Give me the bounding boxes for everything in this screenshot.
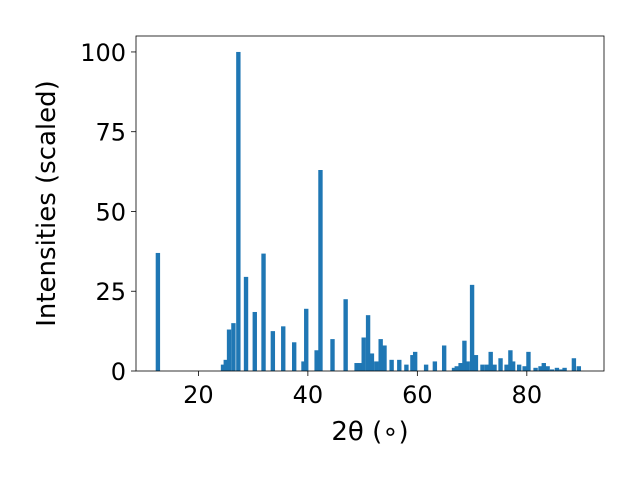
bar bbox=[504, 364, 509, 371]
bar bbox=[510, 361, 516, 371]
bar bbox=[226, 329, 232, 371]
bar bbox=[243, 276, 249, 371]
bar bbox=[261, 253, 266, 371]
bar bbox=[231, 323, 236, 371]
bar bbox=[423, 364, 429, 371]
y-tick-label: 100 bbox=[80, 39, 126, 67]
bar bbox=[554, 367, 560, 371]
bar bbox=[389, 359, 394, 371]
x-axis-ticks: 20 40 60 80 bbox=[183, 371, 542, 409]
bar bbox=[354, 363, 359, 371]
bar bbox=[480, 364, 485, 371]
x-tick-label: 80 bbox=[512, 381, 543, 409]
y-tick-label: 0 bbox=[111, 358, 126, 386]
bar bbox=[458, 363, 463, 371]
bar bbox=[304, 308, 309, 371]
bar bbox=[432, 361, 438, 371]
bar bbox=[223, 359, 228, 371]
bar bbox=[412, 351, 418, 371]
y-axis-label: Intensities (scaled) bbox=[32, 80, 62, 327]
bar bbox=[462, 340, 467, 371]
bar bbox=[451, 367, 457, 371]
bar bbox=[357, 363, 363, 371]
x-tick-label: 40 bbox=[293, 381, 324, 409]
bar bbox=[374, 361, 379, 371]
bar bbox=[508, 350, 513, 371]
y-tick-label: 25 bbox=[95, 278, 126, 306]
bar bbox=[382, 345, 387, 371]
bar bbox=[343, 299, 348, 371]
bar bbox=[538, 366, 543, 371]
bar bbox=[410, 355, 415, 371]
bar bbox=[465, 361, 470, 371]
bar bbox=[484, 364, 490, 371]
bar bbox=[404, 364, 409, 371]
bar bbox=[301, 361, 306, 371]
bar bbox=[473, 355, 479, 371]
bar bbox=[378, 339, 383, 371]
bar bbox=[281, 326, 286, 371]
bar bbox=[469, 284, 475, 371]
bar bbox=[549, 369, 555, 371]
bar bbox=[559, 369, 564, 371]
bars-group bbox=[155, 51, 582, 371]
bar bbox=[454, 366, 459, 371]
bar bbox=[441, 345, 447, 371]
bar bbox=[361, 337, 366, 371]
bar bbox=[330, 339, 335, 371]
x-axis-label: 2θ (∘) bbox=[331, 417, 408, 447]
bar bbox=[498, 358, 503, 371]
bar bbox=[541, 363, 546, 371]
bar bbox=[365, 315, 371, 371]
bar bbox=[562, 367, 567, 371]
bar bbox=[516, 364, 522, 371]
bar bbox=[369, 353, 375, 371]
x-tick-label: 20 bbox=[183, 381, 214, 409]
y-tick-label: 50 bbox=[95, 198, 126, 226]
bar bbox=[252, 311, 257, 371]
bar bbox=[318, 170, 323, 371]
bar bbox=[576, 366, 582, 371]
x-tick-label: 60 bbox=[402, 381, 433, 409]
bar bbox=[236, 51, 241, 371]
bar bbox=[492, 364, 497, 371]
bar bbox=[292, 342, 297, 371]
y-tick-label: 75 bbox=[95, 119, 126, 147]
bar bbox=[155, 252, 161, 371]
plot-frame bbox=[135, 35, 605, 372]
bar bbox=[220, 364, 226, 371]
bar bbox=[526, 351, 531, 371]
bar bbox=[488, 351, 493, 371]
bar bbox=[397, 359, 402, 371]
bar bbox=[533, 367, 538, 371]
bar bbox=[545, 366, 550, 371]
y-axis-ticks: 0 25 50 75 100 bbox=[80, 39, 136, 386]
bar bbox=[314, 350, 319, 371]
bar bbox=[571, 358, 577, 371]
bar bbox=[522, 366, 527, 371]
bar bbox=[270, 331, 276, 371]
